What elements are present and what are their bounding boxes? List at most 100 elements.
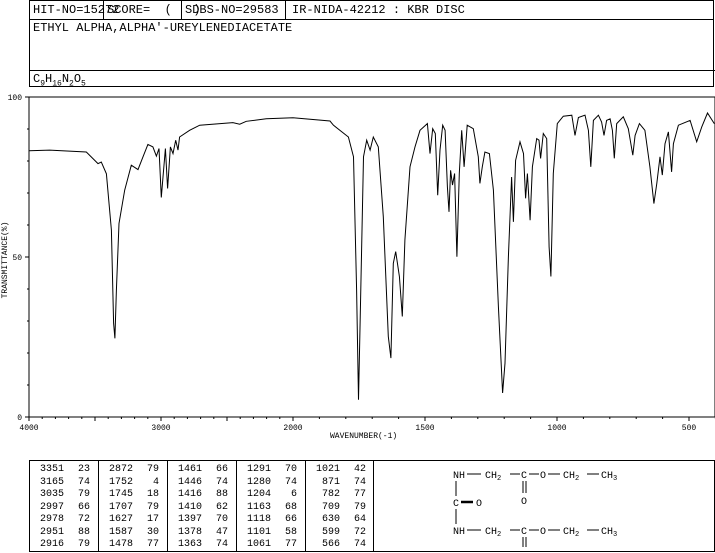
peak-transmittance: 4 <box>152 476 159 488</box>
structure-urea-carbonyl: C O <box>453 481 482 524</box>
peak-row: 1478 77 <box>99 539 167 552</box>
molecular-formula: C9H16N2O5 <box>30 70 715 88</box>
svg-text:CH2: CH2 <box>485 471 501 483</box>
peak-row: 1627 17 <box>99 514 167 527</box>
peak-wavenumber: 1204 <box>246 489 271 500</box>
peak-transmittance: 72 <box>77 514 90 525</box>
peak-transmittance: 74 <box>353 476 366 488</box>
x-tick-label: 2000 <box>283 424 302 433</box>
peak-transmittance: 77 <box>146 539 159 550</box>
peak-row: 1745 18 <box>99 489 167 502</box>
plot-frame <box>28 96 715 418</box>
method: IR-NIDA-42212 : KBR DISC <box>292 3 465 17</box>
x-tick-label: 1500 <box>415 424 434 433</box>
peak-transmittance: 64 <box>353 514 366 525</box>
peak-transmittance: 70 <box>215 514 228 525</box>
peak-row: 1378 47 <box>168 527 236 540</box>
peak-wavenumber: 709 <box>321 501 340 513</box>
peak-wavenumber: 1410 <box>177 501 202 513</box>
compound-name: ETHYL ALPHA,ALPHA'-UREYLENEDIACETATE <box>33 21 293 35</box>
peak-wavenumber: 1101 <box>246 526 271 538</box>
peak-row: 630 64 <box>306 514 373 527</box>
peak-row: 1416 88 <box>168 489 236 502</box>
spectrum-line <box>28 111 715 400</box>
y-tick-label: 0 <box>17 414 22 423</box>
peak-transmittance: 42 <box>353 464 366 475</box>
peak-column: 1021 42 871 74 782 77 709 79 630 64 599 72 566 74 <box>306 461 374 551</box>
peak-transmittance: 79 <box>146 464 159 475</box>
x-tick-label: 500 <box>682 424 697 433</box>
peak-transmittance: 74 <box>215 476 228 488</box>
peak-wavenumber: 1378 <box>177 526 202 538</box>
peak-row: 2951 88 <box>30 527 98 540</box>
peak-transmittance: 74 <box>353 539 366 550</box>
peak-transmittance: 23 <box>77 464 90 475</box>
peak-wavenumber: 1707 <box>108 501 133 513</box>
ir-spectrum-chart: 4000 3000 2000 1500 1000 500 0 50 100 WAVENUMBER… <box>1 94 715 441</box>
header-row: HIT-NO=15272 SCORE= ( ) SDBS-NO=29583 IR… <box>30 1 713 20</box>
peak-wavenumber: 2916 <box>39 539 64 550</box>
peak-row: 1021 42 <box>306 464 373 477</box>
peak-wavenumber: 2951 <box>39 526 64 538</box>
svg-text:CH2: CH2 <box>563 527 579 539</box>
peak-wavenumber: 1280 <box>246 476 271 488</box>
peak-transmittance: 58 <box>284 526 297 538</box>
peak-transmittance: 18 <box>146 489 159 500</box>
peak-row: 566 74 <box>306 539 373 552</box>
peak-wavenumber: 3165 <box>39 476 64 488</box>
sdbs-no: SDBS-NO=29583 <box>182 1 286 19</box>
svg-text:C: C <box>521 471 527 482</box>
svg-text:C: C <box>453 499 459 510</box>
x-tick-label: 4000 <box>19 424 38 433</box>
peak-row: 3035 79 <box>30 489 98 502</box>
y-tick-label: 50 <box>12 254 22 263</box>
peak-transmittance: 74 <box>77 476 90 488</box>
peak-transmittance: 47 <box>215 526 228 538</box>
peak-wavenumber: 3351 <box>39 464 64 475</box>
peak-wavenumber: 630 <box>321 514 340 525</box>
peak-wavenumber: 871 <box>321 476 340 488</box>
peak-column: 1461 66 1446 74 1416 88 1410 62 1397 70 1378 47 1363… <box>168 461 237 551</box>
peak-transmittance: 77 <box>284 539 297 550</box>
peak-row: 1587 30 <box>99 527 167 540</box>
peak-row: 1410 62 <box>168 502 236 515</box>
peak-row: 871 74 <box>306 477 373 490</box>
peak-row: 1291 70 <box>237 464 305 477</box>
y-axis-label: TRANSMITTANCE(%) <box>1 222 10 299</box>
peak-row: 2978 72 <box>30 514 98 527</box>
peak-transmittance: 68 <box>284 501 297 513</box>
peak-row: 1707 79 <box>99 502 167 515</box>
peak-wavenumber: 1163 <box>246 501 271 513</box>
peak-transmittance: 70 <box>284 464 297 475</box>
peak-transmittance: 74 <box>284 476 297 488</box>
peak-wavenumber: 1416 <box>177 489 202 500</box>
y-tick-label: 100 <box>8 94 23 103</box>
peak-wavenumber: 1363 <box>177 539 202 550</box>
peak-row: 1204 6 <box>237 489 305 502</box>
peak-transmittance: 17 <box>146 514 159 525</box>
peak-wavenumber: 1587 <box>108 526 133 538</box>
svg-text:C: C <box>521 527 527 538</box>
svg-text:O: O <box>540 527 546 538</box>
peak-row: 3165 74 <box>30 477 98 490</box>
peak-wavenumber: 599 <box>321 526 340 538</box>
peak-row: 1280 74 <box>237 477 305 490</box>
structure-diagram: NH CH2 C O CH2 CH3 O C O NH CH2 C <box>453 471 617 547</box>
peak-transmittance: 6 <box>290 489 297 500</box>
peak-transmittance: 79 <box>353 501 366 513</box>
peak-column: 3351 23 3165 74 3035 79 2997 66 2978 72 2951 88 2916… <box>30 461 99 551</box>
peak-row: 709 79 <box>306 502 373 515</box>
hit-no: HIT-NO=15272 <box>30 1 119 19</box>
peak-wavenumber: 1291 <box>246 464 271 475</box>
peak-transmittance: 88 <box>215 489 228 500</box>
peak-transmittance: 66 <box>284 514 297 525</box>
peak-transmittance: 77 <box>353 489 366 500</box>
svg-text:O: O <box>476 499 482 510</box>
peak-row: 2997 66 <box>30 502 98 515</box>
peak-wavenumber: 2997 <box>39 501 64 513</box>
svg-text:NH: NH <box>453 527 465 538</box>
peak-transmittance: 66 <box>215 464 228 475</box>
x-axis-label: WAVENUMBER(-1) <box>330 432 397 441</box>
peak-transmittance: 72 <box>353 526 366 538</box>
peak-wavenumber: 1627 <box>108 514 133 525</box>
